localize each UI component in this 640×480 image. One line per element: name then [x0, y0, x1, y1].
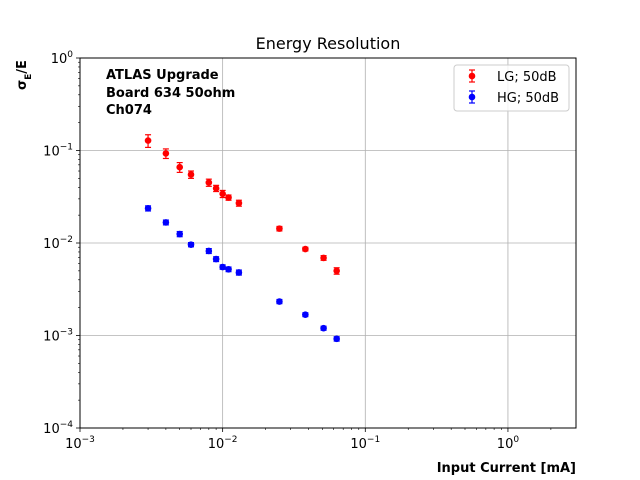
x-tick-label: 10−1 — [350, 435, 380, 452]
data-point-lg — [212, 184, 220, 193]
x-axis-ticks: 10−3 10−2 10−1 100 — [65, 428, 552, 452]
marker-hg — [162, 219, 170, 226]
marker-hg — [302, 311, 309, 318]
marker-lg — [144, 137, 152, 144]
legend: LG; 50dB HG; 50dB — [453, 64, 570, 112]
marker-lg — [235, 199, 243, 207]
annotation-line-3: Ch074 — [106, 103, 152, 118]
y-axis-ticks: 10−4 10−3 10−2 10−1 100 — [43, 50, 80, 437]
marker-lg — [219, 190, 226, 198]
data-point-hg — [144, 205, 152, 212]
marker-hg — [276, 298, 283, 305]
y-tick-label: 10−3 — [43, 328, 73, 345]
y-axis-label-main: σ — [15, 80, 30, 90]
x-tick-label: 10−2 — [208, 435, 238, 452]
data-points — [144, 134, 340, 343]
data-point-hg — [276, 298, 283, 305]
data-point-lg — [144, 134, 152, 149]
marker-lg — [176, 163, 184, 171]
data-point-lg — [219, 189, 226, 199]
marker-lg — [276, 225, 283, 232]
data-point-lg — [276, 225, 283, 232]
data-point-hg — [333, 335, 340, 343]
marker-hg — [212, 255, 220, 263]
marker-lg — [333, 267, 340, 275]
annotation-line-2: Board 634 50ohm — [106, 86, 235, 101]
y-axis-label-subscript: E — [24, 74, 34, 80]
chart-title: Energy Resolution — [256, 34, 401, 53]
y-axis-label: σE/E — [15, 60, 34, 90]
legend-marker-hg — [468, 90, 476, 104]
y-tick-label: 100 — [51, 50, 74, 67]
data-point-hg — [162, 219, 170, 226]
data-point-lg — [320, 254, 327, 262]
data-point-hg — [187, 241, 195, 248]
data-point-lg — [162, 148, 170, 160]
data-point-hg — [205, 247, 213, 255]
y-tick-label: 10−1 — [43, 143, 73, 160]
y-tick-label: 10−4 — [43, 420, 73, 437]
data-point-hg — [219, 263, 226, 271]
data-point-lg — [235, 199, 243, 207]
data-point-lg — [187, 170, 195, 179]
legend-label-hg: HG; 50dB — [497, 91, 559, 106]
data-point-hg — [302, 311, 309, 318]
data-point-hg — [235, 269, 243, 276]
legend-box — [453, 64, 570, 112]
marker-hg — [144, 205, 152, 212]
data-point-hg — [212, 255, 220, 263]
data-point-lg — [302, 245, 309, 253]
x-axis-label: Input Current [mA] — [437, 461, 576, 476]
data-point-hg — [320, 324, 327, 332]
legend-label-lg: LG; 50dB — [497, 70, 557, 85]
marker-lg — [212, 185, 220, 192]
marker-hg — [219, 263, 226, 271]
marker-lg — [205, 179, 213, 186]
data-point-hg — [225, 265, 232, 273]
annotation-block: ATLAS Upgrade Board 634 50ohm Ch074 — [106, 68, 235, 118]
marker-lg — [187, 171, 195, 178]
y-tick-label: 10−2 — [43, 235, 73, 252]
marker-hg — [320, 324, 327, 332]
data-point-lg — [225, 194, 232, 201]
data-point-lg — [333, 267, 340, 275]
marker-hg — [187, 241, 195, 248]
x-tick-label: 100 — [497, 435, 520, 452]
marker-lg — [320, 254, 327, 262]
marker-lg — [162, 150, 170, 157]
data-point-lg — [205, 178, 213, 187]
marker-hg — [235, 269, 243, 276]
marker-lg — [302, 245, 309, 253]
annotation-line-1: ATLAS Upgrade — [106, 68, 219, 83]
marker-hg — [225, 265, 232, 273]
marker-lg — [225, 194, 232, 201]
marker-hg — [205, 247, 213, 255]
y-axis-label-tail: /E — [15, 60, 30, 74]
data-point-lg — [176, 161, 184, 173]
marker-hg — [333, 335, 340, 343]
marker-hg — [176, 230, 184, 238]
x-tick-label: 10−3 — [65, 435, 95, 452]
data-point-hg — [176, 230, 184, 238]
legend-marker-lg — [468, 69, 476, 83]
